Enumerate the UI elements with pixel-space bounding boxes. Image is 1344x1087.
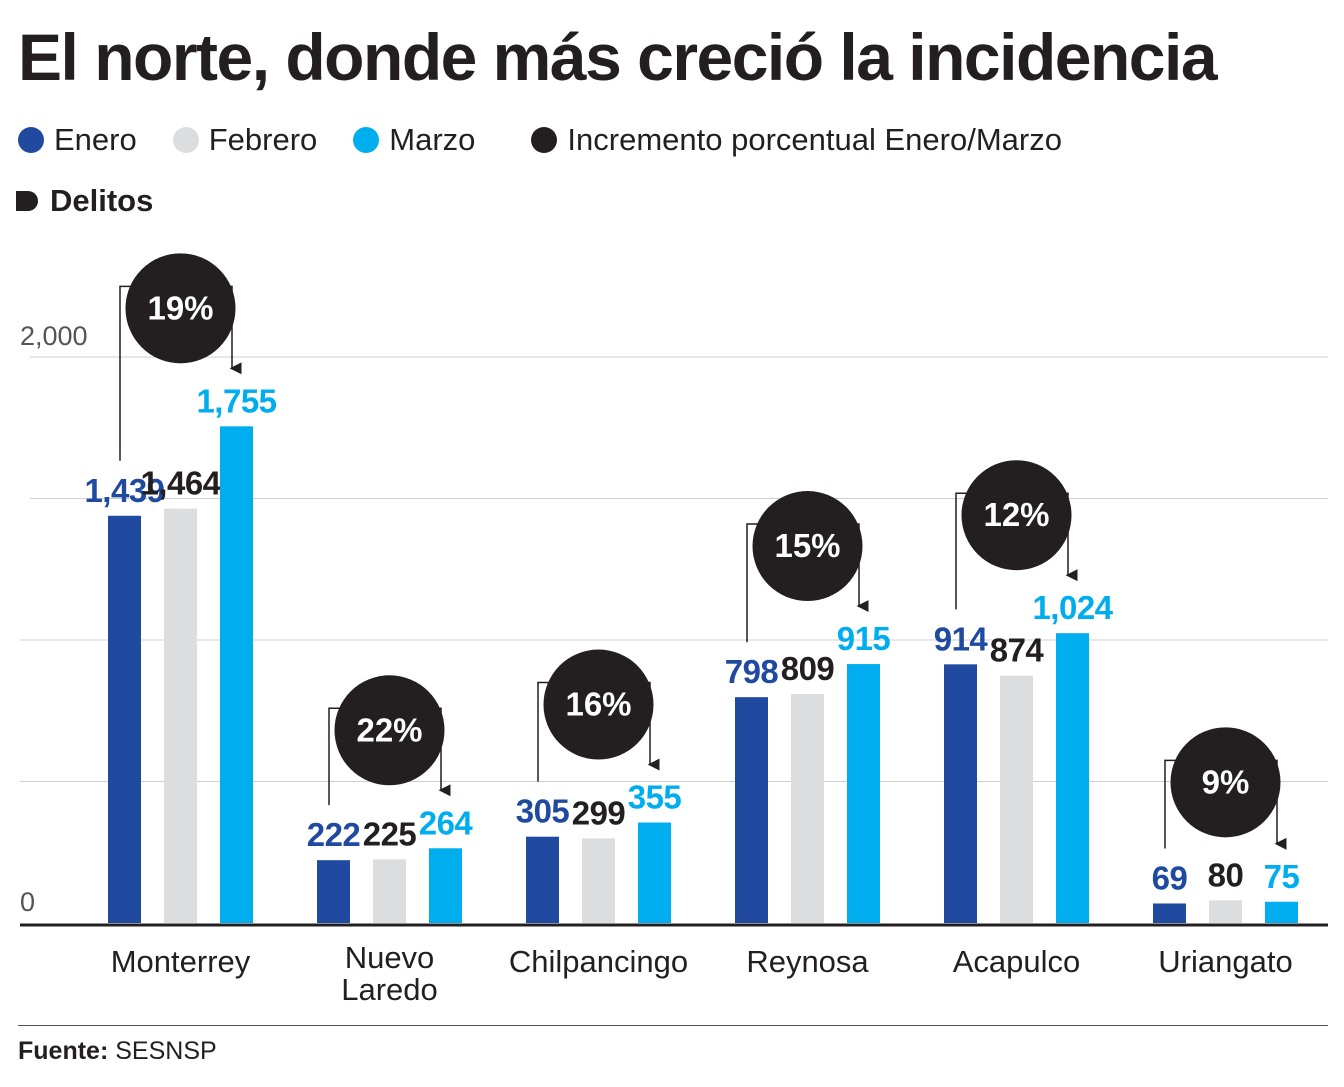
legend-label-enero: Enero [54,122,137,157]
legend-swatch-febrero [172,127,199,153]
x-tick-label: Reynosa [746,944,869,979]
bar-febrero [1209,900,1242,923]
increase-label: 12% [983,496,1049,533]
increase-badge [1170,727,1281,838]
x-tick-label: Uriangato [1158,944,1292,979]
legend-label-incremento: Incremento porcentual Enero/Marzo [567,122,1062,157]
legend-item-febrero: Febrero [172,122,318,158]
connector-line [746,523,761,643]
x-tick-label: Nuevo Laredo [341,940,438,1007]
data-label: 1,439 [84,472,164,509]
connector-line [119,285,134,461]
bar-marzo [1056,633,1089,923]
increase-badge [752,491,863,602]
x-tick-label: Monterrey [111,944,251,979]
data-label: 1,755 [196,382,276,419]
increase-badge [334,675,445,786]
increase-label: 9% [1202,763,1250,800]
bar-febrero [582,838,615,923]
source-prefix: Fuente: [18,1037,109,1065]
footer-divider [18,1025,1328,1026]
connector-line [955,492,970,610]
connector-line [328,707,343,806]
data-label: 1,464 [140,465,221,502]
bar-enero [108,515,141,923]
bar-enero [735,697,768,923]
legend-item-incremento: Incremento porcentual Enero/Marzo [531,122,1062,158]
x-tick-label: Acapulco [953,944,1081,979]
bar-febrero [1000,675,1033,923]
legend-label-marzo: Marzo [389,122,476,157]
bar-enero [526,836,559,923]
increase-label: 15% [774,527,840,564]
increase-label: 22% [356,711,422,748]
data-label: 809 [781,650,835,687]
chart-title: El norte, donde más creció la incidencia [18,20,1218,94]
bar-febrero [791,694,824,923]
y-tick-label: 0 [20,887,35,917]
unit-label: Delitos [16,183,153,219]
connector-line [537,681,552,782]
data-label: 305 [516,793,570,830]
bar-febrero [164,508,197,923]
increase-label: 16% [565,686,631,723]
data-label: 914 [934,620,989,657]
legend: Enero Febrero Marzo Incremento porcentua… [18,118,1098,162]
data-label: 798 [725,653,779,690]
data-label: 69 [1152,859,1188,896]
bar-enero [317,860,350,923]
bar-enero [1153,903,1186,923]
legend-swatch-enero [18,127,44,153]
data-label: 915 [837,620,891,657]
data-label: 355 [628,779,682,816]
source-text: SESNSP [115,1037,217,1065]
source-note: Fuente: SESNSP [18,1037,217,1066]
bar-febrero [373,859,406,923]
y-tick-label: 2,000 [20,321,88,351]
bar-marzo [847,664,880,923]
bar-marzo [429,848,462,923]
increase-badge [543,649,654,760]
data-label: 874 [990,632,1045,669]
connector-line [1164,759,1179,849]
legend-label-febrero: Febrero [208,122,318,157]
legend-item-enero: Enero [18,122,137,158]
data-label: 75 [1264,858,1300,895]
legend-swatch-marzo [353,127,380,153]
increase-label: 19% [147,289,213,326]
data-label: 299 [572,794,626,831]
bar-marzo [638,822,671,923]
bar-enero [944,664,977,923]
x-tick-label: Chilpancingo [509,944,688,979]
legend-swatch-incremento [531,127,558,153]
increase-badge [125,253,236,364]
data-label: 225 [363,815,417,852]
bar-marzo [220,426,253,923]
tag-icon [16,191,38,211]
bar-marzo [1265,901,1298,923]
data-label: 80 [1208,856,1244,893]
data-label: 264 [419,804,474,841]
unit-label-text: Delitos [50,183,154,218]
data-label: 222 [307,816,361,853]
increase-badge [961,460,1072,571]
data-label: 1,024 [1032,589,1113,626]
legend-item-marzo: Marzo [353,122,475,158]
